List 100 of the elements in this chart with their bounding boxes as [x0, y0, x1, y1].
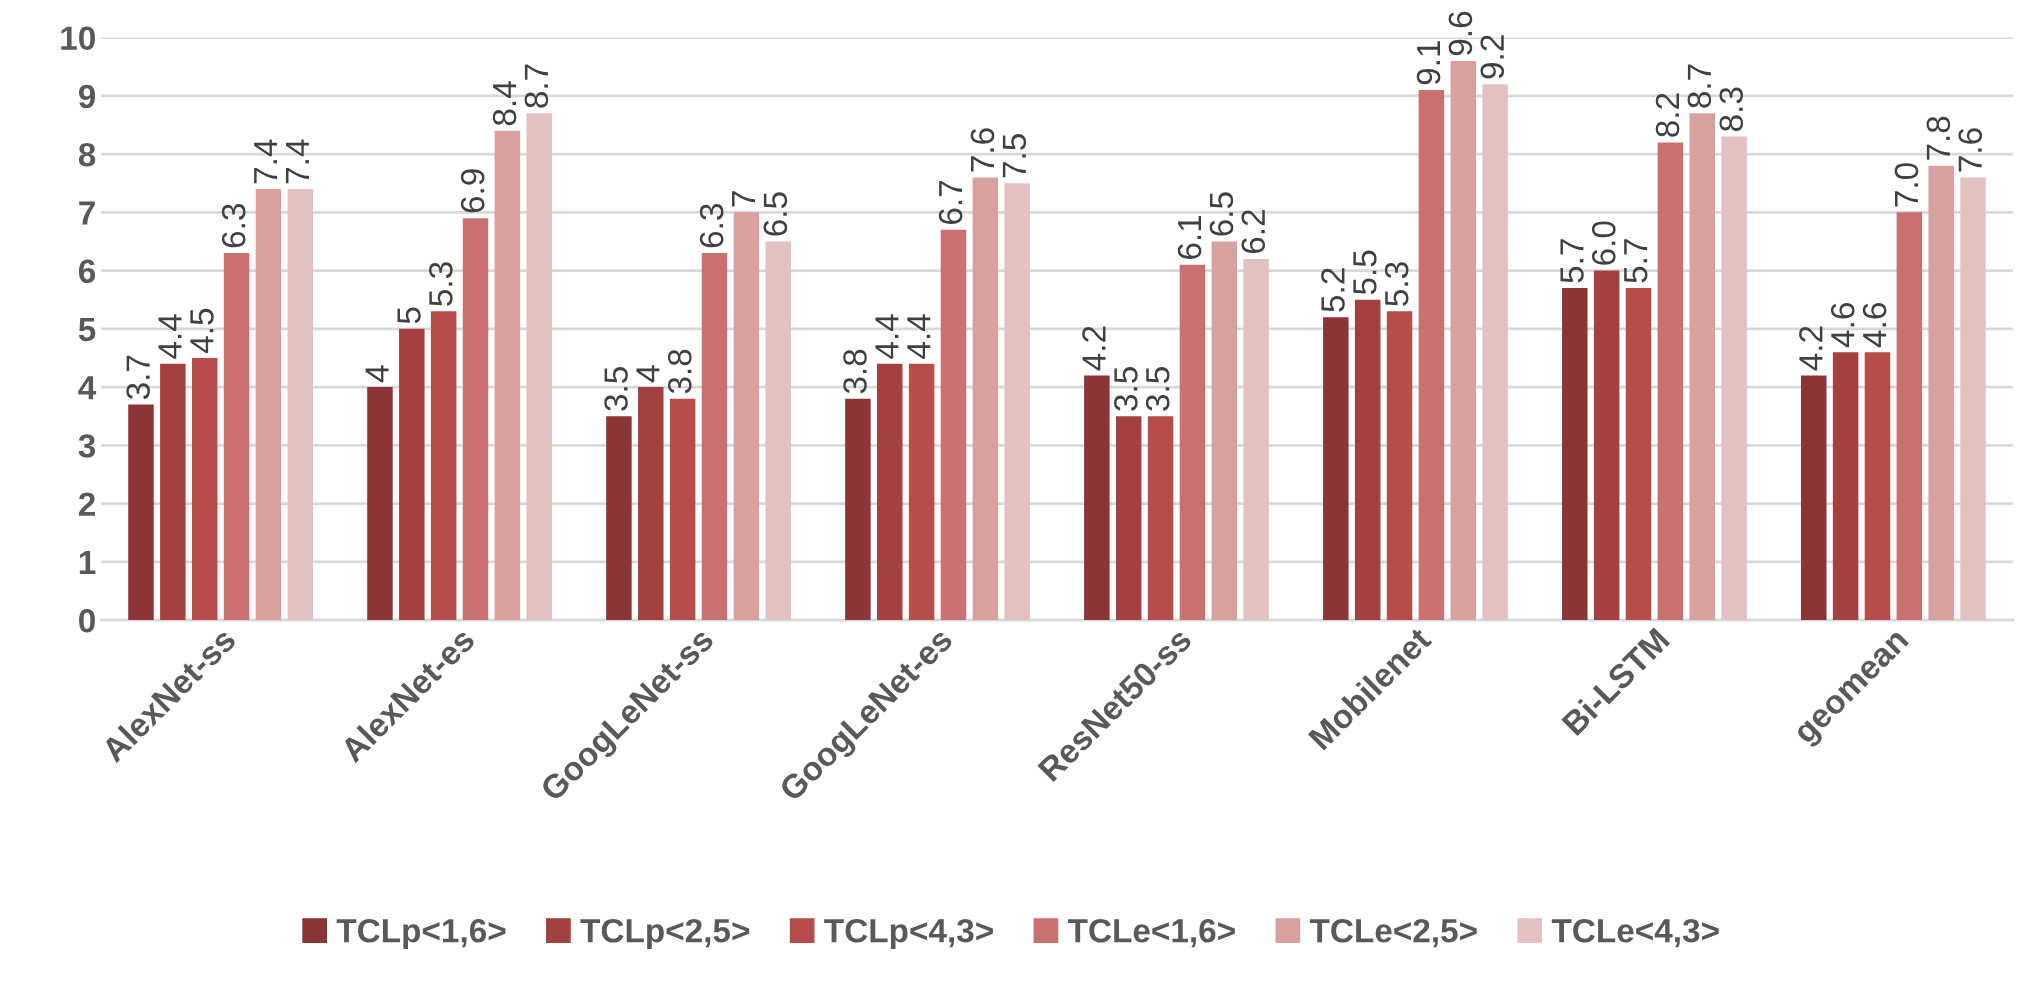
- data-label: 8.3: [1719, 87, 1744, 131]
- data-label: 6.5: [763, 192, 788, 236]
- bar: [1211, 241, 1238, 621]
- data-label: 5.5: [1353, 250, 1377, 295]
- bar: [1657, 142, 1684, 621]
- bar: [223, 253, 250, 621]
- bar: [669, 398, 696, 621]
- data-label: 7.6: [970, 128, 995, 172]
- bar: [1721, 136, 1747, 621]
- data-label: 8.4: [492, 81, 517, 126]
- data-label: 8.7: [524, 64, 549, 108]
- bar: [1896, 212, 1923, 621]
- data-label: 6.7: [938, 180, 963, 224]
- data-label: 5: [397, 307, 421, 324]
- y-tick-label: 9: [78, 84, 96, 109]
- data-label: 6.3: [699, 204, 724, 248]
- data-label: 9.1: [1416, 41, 1441, 85]
- data-label: 4: [636, 365, 660, 383]
- data-label: 3.5: [1145, 367, 1170, 411]
- data-label: 4.4: [158, 314, 182, 359]
- bar: [1418, 90, 1445, 621]
- y-tick-label: 0: [79, 608, 95, 633]
- data-label: 9.6: [1448, 11, 1473, 56]
- bar: [1147, 416, 1174, 621]
- data-label: 3.8: [843, 349, 867, 394]
- bar: [367, 387, 393, 621]
- data-label: 4: [365, 365, 389, 383]
- y-tick-label: 7: [79, 201, 95, 225]
- bar: [638, 387, 664, 621]
- data-label: 7.4: [254, 139, 278, 184]
- legend-label: TCLe<1,6>: [1067, 918, 1235, 948]
- data-label: 4.2: [1082, 326, 1106, 371]
- bar: [128, 404, 154, 621]
- bar: [1482, 84, 1508, 621]
- data-label: 7.5: [1002, 134, 1027, 178]
- data-label: 5.7: [1624, 239, 1648, 283]
- data-label: 4.6: [1830, 303, 1855, 348]
- data-label: 8.7: [1687, 64, 1712, 108]
- bar: [1450, 60, 1477, 621]
- bar: [845, 398, 871, 621]
- bar: [160, 363, 186, 621]
- data-label: 3.5: [1114, 367, 1138, 411]
- bar: [191, 357, 218, 621]
- data-label: 5.3: [429, 262, 453, 306]
- legend-label: TCLe<2,5>: [1309, 918, 1477, 948]
- y-tick-label: 3: [78, 434, 96, 458]
- data-label: 3.7: [126, 355, 150, 400]
- data-label: 6.5: [1209, 192, 1234, 236]
- legend-label: TCLe<4,3>: [1551, 918, 1719, 948]
- data-label: 4.4: [875, 314, 899, 359]
- bar: [765, 241, 791, 621]
- bar: [1386, 311, 1413, 621]
- bar: [1115, 416, 1142, 621]
- data-label: 4.2: [1799, 326, 1823, 371]
- y-tick-label: 4: [78, 376, 97, 400]
- y-tick-label: 10: [61, 26, 95, 50]
- bar: [287, 189, 314, 621]
- y-tick-label: 8: [78, 142, 96, 167]
- data-label: 5.2: [1321, 268, 1345, 312]
- bar: [972, 177, 999, 621]
- data-label: 3.8: [667, 349, 692, 394]
- bar: [733, 212, 760, 621]
- data-label: 5.7: [1560, 239, 1584, 283]
- bar: [1354, 299, 1381, 621]
- bar: [526, 113, 552, 621]
- bar: [399, 328, 425, 621]
- data-label: 7.6: [1958, 128, 1982, 172]
- data-label: 9.2: [1480, 35, 1505, 79]
- data-label: 3.5: [604, 367, 628, 411]
- bar: [877, 363, 903, 621]
- legend-label: TCLp<4,3>: [824, 918, 993, 950]
- bar: [1864, 352, 1891, 621]
- data-label: 6.0: [1591, 221, 1616, 265]
- bar: [908, 363, 935, 621]
- data-label: 7.8: [1926, 116, 1951, 160]
- data-label: 8.2: [1655, 93, 1680, 137]
- bar: [1928, 165, 1954, 621]
- bar: [1323, 317, 1349, 621]
- bar: [1625, 288, 1652, 621]
- bar: [606, 416, 632, 621]
- bar: [1562, 288, 1588, 621]
- bar: [940, 229, 967, 621]
- data-label: 7: [732, 191, 755, 207]
- bar: [1960, 177, 1986, 621]
- bar: [255, 189, 282, 621]
- data-label: 6.1: [1177, 215, 1202, 259]
- data-label: 6.2: [1241, 210, 1266, 254]
- y-tick-label: 2: [78, 492, 95, 516]
- bar: [1593, 270, 1620, 621]
- legend-label: TCLp<1,6>: [336, 918, 506, 950]
- data-label: 7.4: [285, 139, 309, 184]
- data-label: 5.3: [1384, 262, 1409, 306]
- y-tick-label: 1: [79, 551, 96, 574]
- data-label: 4.5: [190, 308, 214, 354]
- bar: [1084, 375, 1110, 621]
- data-label: 4.4: [907, 314, 931, 359]
- bar: [1243, 258, 1269, 621]
- bar: [462, 218, 489, 621]
- y-tick-label: 5: [78, 317, 96, 342]
- data-label: 7.0: [1894, 163, 1919, 207]
